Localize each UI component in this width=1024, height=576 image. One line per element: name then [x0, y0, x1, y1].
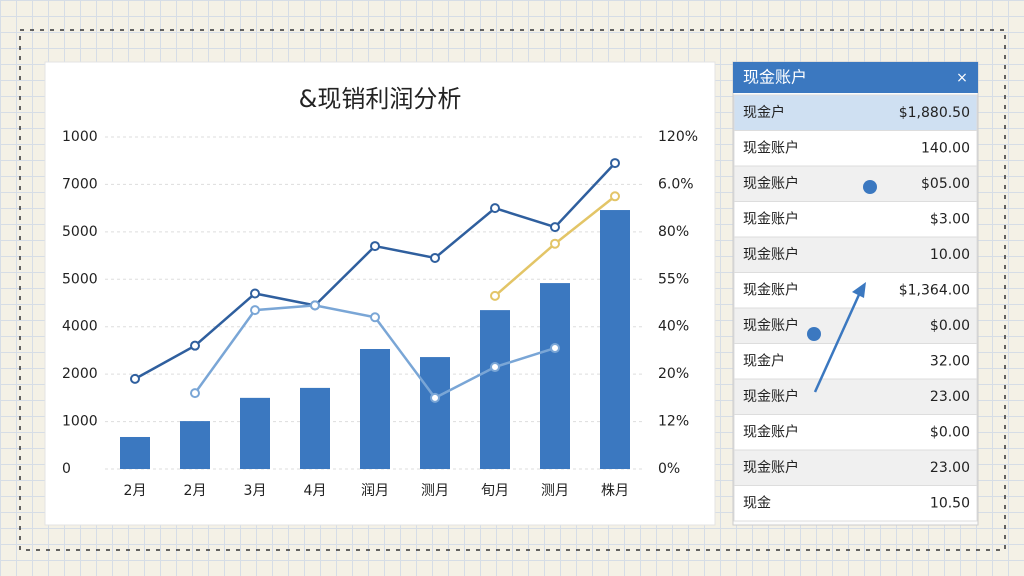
line-point — [250, 305, 260, 316]
x-tick-label: 润月 — [361, 483, 389, 499]
line-point — [610, 191, 620, 202]
bar — [600, 210, 630, 470]
line-point — [130, 373, 140, 384]
y2-tick-label: 55% — [658, 271, 689, 287]
bar — [300, 387, 330, 469]
row-label: 现金账户 — [743, 175, 799, 192]
row-value: $05.00 — [921, 176, 970, 192]
line-point — [490, 362, 500, 373]
y-tick-label: 5000 — [62, 224, 98, 240]
row-value: $0.00 — [930, 424, 970, 440]
panel-rows: 现金户 $1,880.50 现金账户 140.00 现金账户 $05.00 现金账户 $3.0… — [733, 94, 978, 522]
line-point — [430, 392, 440, 403]
y-tick-label: 2000 — [62, 366, 98, 382]
line-point — [250, 288, 260, 299]
row-label: 现金账户 — [743, 139, 799, 156]
row-label: 现金账户 — [743, 281, 799, 298]
y2-tick-label: 6.0% — [658, 176, 694, 192]
bar — [540, 283, 570, 469]
line-point — [550, 222, 560, 233]
arrow-head — [852, 282, 866, 298]
row-label: 现金账户 — [743, 423, 799, 440]
row-bg — [733, 201, 978, 238]
dot — [863, 180, 877, 194]
row-value: 23.00 — [930, 389, 970, 405]
line-point — [550, 343, 560, 354]
y2-tick-label: 12% — [658, 414, 689, 430]
row-label: 现金账户 — [743, 317, 799, 334]
bar — [120, 436, 150, 469]
line-point — [610, 158, 620, 169]
row-label: 现金 — [743, 495, 771, 511]
row-label: 现金户 — [743, 352, 785, 369]
row-label: 现金账户 — [743, 459, 799, 476]
row-label: 现金账户 — [743, 210, 799, 227]
x-tick-label: 2月 — [184, 483, 207, 499]
row-label: 现金账户 — [743, 246, 799, 263]
y-tick-label: 0 — [62, 461, 71, 477]
y2-tick-label: 40% — [658, 319, 689, 335]
row-label: 现金户 — [743, 104, 785, 121]
row-value: 32.00 — [930, 353, 970, 369]
row-bg — [733, 485, 978, 522]
row-bg — [733, 94, 978, 131]
line-point — [490, 290, 500, 301]
row-value: 23.00 — [930, 460, 970, 476]
y2-tick-label: 120% — [658, 129, 698, 145]
row-bg — [733, 165, 978, 202]
bar — [180, 421, 210, 469]
row-value: $0.00 — [930, 318, 970, 334]
line-point — [310, 300, 320, 311]
line-point — [190, 340, 200, 351]
arrow — [813, 287, 864, 393]
dot — [807, 327, 821, 341]
x-tick-label: 株月 — [601, 483, 629, 499]
row-value: $1,364.00 — [899, 282, 970, 298]
y-tick-label: 1000 — [62, 414, 98, 430]
line-point — [430, 252, 440, 263]
row-value: $1,880.50 — [899, 105, 970, 121]
chart: 0 1000 2000 4000 5000 5000 7000 1000 0% 12% 20% 40%… — [62, 129, 698, 499]
y-tick-label: 5000 — [62, 271, 98, 287]
row-value: 10.50 — [930, 495, 970, 511]
line-point — [490, 203, 500, 214]
line-point — [370, 241, 380, 252]
bar — [240, 397, 270, 469]
panel-title: 现金账户 — [743, 68, 807, 87]
y2-tick-label: 20% — [658, 366, 689, 382]
y2-tick-label: 80% — [658, 224, 689, 240]
bar — [420, 357, 450, 469]
bar — [480, 310, 510, 469]
dashed-border — [19, 29, 1006, 551]
row-value: 140.00 — [921, 140, 970, 156]
chart-title: &现销利润分析 — [299, 85, 462, 113]
line-point — [550, 238, 560, 249]
row-value: $3.00 — [930, 211, 970, 227]
y-tick-label: 1000 — [62, 129, 98, 145]
row-value: 10.00 — [930, 247, 970, 263]
x-tick-label: 3月 — [244, 483, 267, 499]
panel-header — [733, 62, 978, 93]
line-point — [190, 388, 200, 399]
y-tick-label: 7000 — [62, 176, 98, 192]
x-tick-label: 测月 — [421, 483, 449, 499]
x-tick-label: 2月 — [124, 483, 147, 499]
close-button[interactable]: × — [956, 70, 968, 86]
x-tick-label: 测月 — [541, 483, 569, 499]
bar — [360, 349, 390, 469]
y-tick-label: 4000 — [62, 319, 98, 335]
y2-tick-label: 0% — [658, 461, 680, 477]
x-tick-label: 旬月 — [481, 483, 509, 499]
x-tick-label: 4月 — [304, 483, 327, 499]
line-point — [370, 312, 380, 323]
row-bg — [733, 130, 978, 167]
row-label: 现金账户 — [743, 388, 799, 405]
